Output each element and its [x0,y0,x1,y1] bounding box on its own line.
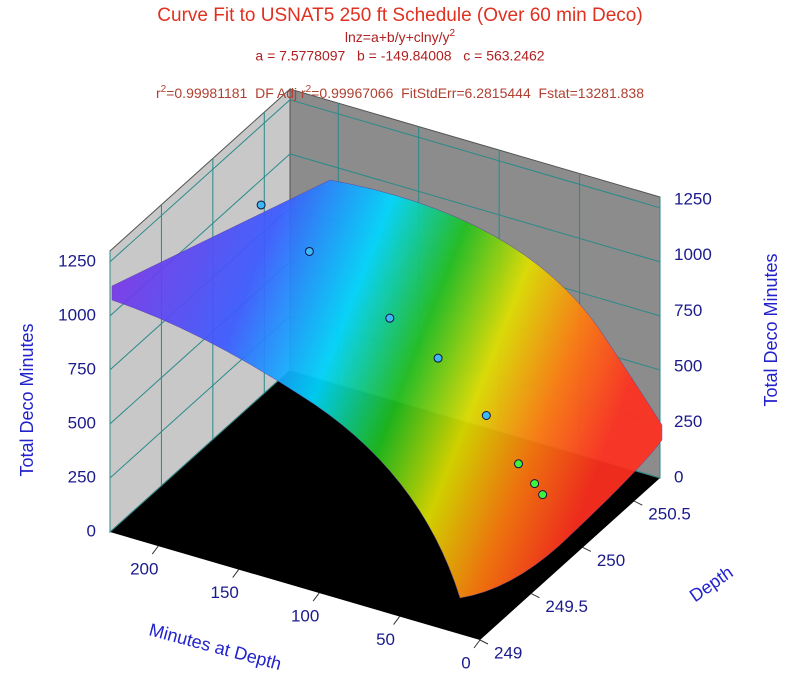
x-tick-label: 150 [211,583,239,602]
equation: lnz=a+b/y+clny/y2 [345,28,456,45]
data-point [304,246,314,256]
stats-text: =0.99981181 DF Adj r [166,85,306,101]
z2-axis-title: Total Deco Minutes [761,253,781,406]
y-tick-label: 249.5 [545,597,588,616]
x-tick [393,616,400,625]
y-tick [531,593,540,599]
data-point [538,490,548,500]
y-tick [582,546,592,552]
x-tick-label: 200 [130,560,158,579]
equation-sup: 2 [450,28,456,39]
z2-tick-label: 1250 [674,190,712,209]
y-tick [479,639,489,645]
stats: r2=0.99981181 DF Adj r2=0.99967066 FitSt… [156,84,644,101]
parameters: a = 7.5778097 b = -149.84008 c = 563.246… [255,48,544,64]
z-tick-label: 1000 [58,305,96,324]
x-tick-label: 100 [291,607,319,626]
grid-line [289,153,661,263]
z-axis-title: Total Deco Minutes [17,323,37,476]
z2-tick-label: 750 [674,301,702,320]
stats-sup: 2 [306,84,312,95]
stats-sup: 2 [161,84,167,95]
z2-tick-label: 500 [674,356,702,375]
stats-text: r [156,85,161,101]
x-tick-label: 50 [376,630,395,649]
grid-line [109,99,291,263]
y-tick-label: 249 [494,643,522,662]
x-tick [151,545,159,555]
z-tick-label: 750 [68,359,96,378]
chart-title: Curve Fit to USNAT5 250 ft Schedule (Ove… [157,5,642,26]
z-tick-label: 1250 [58,251,96,270]
z-tick-label: 0 [87,521,96,540]
equation-text: lnz=a+b/y+clny/y [345,29,450,45]
z-tick-label: 250 [68,467,96,486]
grid-line [109,369,291,533]
x-tick-label: 0 [461,653,470,672]
data-point [385,313,395,323]
surface [111,179,663,599]
z2-tick-label: 1000 [674,245,712,264]
x-axis-title: Minutes at Depth [147,620,284,675]
data-point [256,200,266,210]
z-tick-label: 500 [68,413,96,432]
x-tick [232,569,240,578]
grid-line [289,99,661,209]
y-tick-label: 250 [597,551,625,570]
y-tick-label: 250.5 [648,505,691,524]
stats-text: =0.99967066 FitStdErr=6.2815444 Fstat=13… [311,85,644,101]
data-point [530,479,540,489]
y-axis-title: Depth [686,562,737,606]
data-point [514,459,524,469]
y-tick [634,500,643,506]
x-tick [312,592,320,602]
x-tick [473,639,481,649]
z2-tick-label: 250 [674,412,702,431]
data-point [433,353,443,363]
z2-tick-label: 0 [674,467,683,486]
data-point [481,411,491,421]
